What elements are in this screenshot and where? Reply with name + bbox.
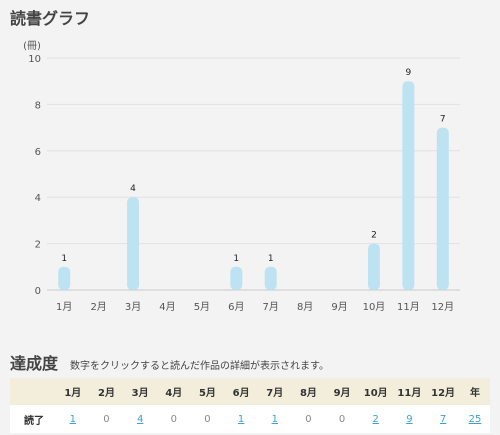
x-tick-label: 3月 — [125, 301, 141, 313]
month-count-cell: 1 — [56, 405, 90, 433]
month-count-cell: 0 — [291, 405, 326, 433]
month-count-cell: 1 — [257, 405, 292, 433]
bar-value-label: 9 — [406, 68, 412, 78]
y-tick-label: 0 — [35, 286, 41, 297]
x-tick-label: 11月 — [397, 301, 420, 313]
y-tick-label: 6 — [35, 147, 41, 158]
x-tick-label: 6月 — [228, 301, 244, 313]
month-header-cell: 1月 — [56, 378, 90, 405]
row-label-read: 読了 — [10, 405, 56, 433]
month-count-link[interactable]: 2 — [372, 413, 379, 425]
month-count-cell: 0 — [325, 405, 359, 433]
x-tick-label: 5月 — [194, 301, 210, 313]
month-header-cell: 9月 — [325, 378, 359, 405]
month-count-value: 0 — [305, 413, 312, 425]
x-tick-label: 2月 — [90, 301, 106, 313]
y-tick-label: 8 — [35, 100, 41, 111]
month-count-cell: 1 — [224, 405, 258, 433]
x-tick-label: 1月 — [56, 301, 72, 313]
month-header-cell: 6月 — [224, 378, 258, 405]
x-tick-label: 8月 — [297, 301, 313, 313]
y-tick-label: 10 — [28, 54, 41, 65]
month-count-link[interactable]: 4 — [136, 413, 144, 425]
month-header-cell: 7月 — [257, 378, 292, 405]
month-count-cell: 0 — [89, 405, 124, 433]
month-count-link[interactable]: 1 — [69, 413, 77, 425]
bar-value-label: 2 — [371, 231, 377, 241]
bar-value-label: 1 — [268, 254, 274, 264]
y-tick-label: 4 — [35, 193, 41, 204]
y-axis-unit-label: (冊) — [23, 41, 41, 52]
month-header-cell: 12月 — [426, 378, 460, 405]
month-header-cell: 11月 — [392, 378, 427, 405]
bar — [264, 266, 277, 290]
month-count-cell: 0 — [156, 405, 191, 433]
month-header-cell: 5月 — [190, 378, 225, 405]
reading-graph-title: 読書グラフ — [10, 9, 91, 28]
bar — [436, 127, 449, 290]
month-count-link[interactable]: 1 — [271, 413, 278, 425]
bar — [230, 266, 243, 290]
bar — [58, 266, 71, 290]
bar — [127, 197, 140, 290]
year-header-cell: 年 — [460, 378, 490, 405]
bar — [367, 243, 380, 290]
bar-value-label: 1 — [61, 254, 67, 264]
month-header-cell: 3月 — [123, 378, 157, 405]
x-tick-label: 9月 — [331, 301, 347, 313]
month-count-cell: 0 — [190, 405, 225, 433]
bar-value-label: 7 — [440, 115, 446, 125]
y-tick-label: 2 — [35, 240, 41, 251]
header-corner-cell — [10, 378, 56, 405]
month-count-value: 0 — [338, 413, 346, 425]
achievement-count-row: 読了 1 0 4 0 0 1 1 0 0 2 9 7 25 — [10, 405, 490, 433]
month-header-cell: 4月 — [156, 378, 191, 405]
month-count-link[interactable]: 7 — [439, 413, 447, 425]
month-count-cell: 2 — [358, 405, 393, 433]
month-count-cell: 4 — [123, 405, 157, 433]
month-header-cell: 10月 — [358, 378, 393, 405]
month-count-cell: 7 — [426, 405, 460, 433]
bar-value-label: 1 — [233, 254, 239, 264]
x-tick-label: 10月 — [363, 301, 386, 313]
achievement-header-row: 1月 2月 3月 4月 5月 6月 7月 8月 9月 10月 11月 12月年 — [10, 378, 490, 405]
bar — [402, 81, 415, 290]
year-total-cell: 25 — [460, 405, 490, 433]
x-tick-label: 7月 — [263, 301, 279, 313]
year-total-link[interactable]: 25 — [468, 413, 482, 425]
bar-value-label: 4 — [130, 184, 136, 194]
x-tick-label: 12月 — [431, 301, 454, 313]
month-count-value: 0 — [204, 413, 211, 425]
x-tick-label: 4月 — [159, 301, 175, 313]
achievement-table: 1月 2月 3月 4月 5月 6月 7月 8月 9月 10月 11月 12月年 読了 1 0 4 0 0 1 1 0 0… — [10, 378, 490, 433]
achievement-header: 達成度 数字をクリックすると読んだ作品の詳細が表示されます。 — [10, 350, 330, 373]
month-count-value: 0 — [170, 413, 177, 425]
achievement-description: 数字をクリックすると読んだ作品の詳細が表示されます。 — [70, 361, 330, 372]
month-count-link[interactable]: 1 — [237, 413, 245, 425]
month-count-cell: 9 — [392, 405, 427, 433]
month-count-link[interactable]: 9 — [406, 413, 413, 425]
month-count-value: 0 — [103, 413, 110, 425]
achievement-title: 達成度 — [10, 354, 59, 373]
month-header-cell: 2月 — [89, 378, 124, 405]
month-header-cell: 8月 — [291, 378, 326, 405]
